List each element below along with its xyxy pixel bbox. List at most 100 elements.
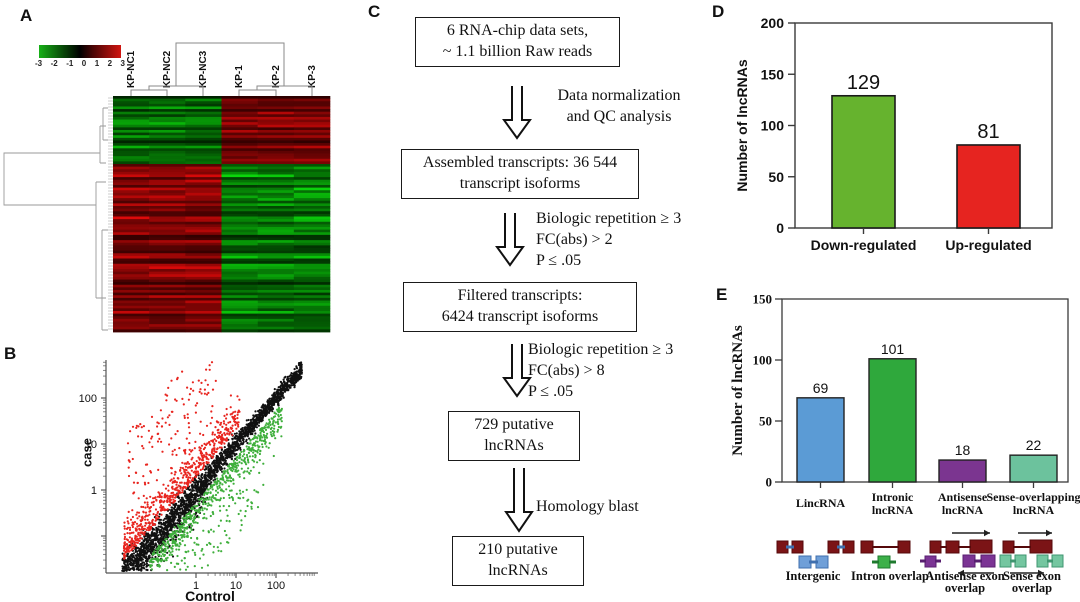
scatter-y-axis-label: case <box>79 438 95 467</box>
down-arrow-icon <box>502 344 532 398</box>
svg-text:0: 0 <box>776 220 784 236</box>
scatter-x-axis-label: Control <box>185 588 235 602</box>
svg-text:100: 100 <box>267 580 285 592</box>
flowchart-box-datasets: 6 RNA-chip data sets, ~ 1.1 billion Raw … <box>415 17 620 67</box>
bar-lncrna-class-1 <box>868 358 917 483</box>
svg-text:50: 50 <box>759 414 772 429</box>
svg-text:overlap: overlap <box>1012 581 1052 595</box>
svg-text:69: 69 <box>813 380 829 396</box>
flowchart-box-line: transcript isoforms <box>459 175 581 192</box>
svg-text:100: 100 <box>79 393 97 405</box>
flowchart-box-line: Filtered transcripts: <box>457 287 583 305</box>
svg-text:KP-3: KP-3 <box>307 65 318 88</box>
svg-text:81: 81 <box>977 121 999 143</box>
down-arrow-icon <box>495 213 525 267</box>
svg-text:100: 100 <box>753 353 773 368</box>
flowchart-box-729: 729 putative lncRNAs <box>448 411 580 461</box>
gene-structure-diagram-antisense <box>920 529 996 577</box>
bar-lncrna-class-0 <box>796 397 845 483</box>
flowchart-arrow-annotation: Homology blast <box>536 498 639 515</box>
down-arrow-icon <box>502 86 532 140</box>
bar-lncrna-class-3 <box>1009 454 1058 483</box>
flowchart-arrows <box>495 86 534 533</box>
flowchart-box-line: ~ 1.1 billion Raw reads <box>442 43 593 60</box>
svg-text:18: 18 <box>955 442 971 458</box>
svg-text:Number of lncRNAs: Number of lncRNAs <box>734 59 750 191</box>
down-arrow-icon <box>504 468 534 533</box>
flowchart-box-line: Assembled transcripts: 36 544 <box>422 154 618 172</box>
svg-text:1: 1 <box>91 485 97 497</box>
colorbar-tick-label: 3 <box>120 59 125 68</box>
svg-text:150: 150 <box>753 292 773 307</box>
svg-text:KP-1: KP-1 <box>234 65 245 88</box>
flowchart-box-filtered: Filtered transcripts: 6424 transcript is… <box>403 282 637 332</box>
flowchart-box-line: 729 putative <box>474 416 554 434</box>
svg-text:KP-NC1: KP-NC1 <box>126 50 137 88</box>
flowchart-arrow-annotation: Data normalization and QC analysis <box>557 87 681 126</box>
svg-text:lncRNA: lncRNA <box>872 503 914 517</box>
colorbar-tick-label: -1 <box>66 59 74 68</box>
gene-structure-diagram-sense <box>999 529 1064 577</box>
scatter-plot: 100 10 1 1 10 100 <box>79 360 318 592</box>
flowchart-box-line: lncRNAs <box>484 437 544 454</box>
panel-d-label: D <box>712 2 725 21</box>
bar-chart-lncrna-classes: 05010015069LincRNA101IntroniclncRNA18Ant… <box>730 292 1080 596</box>
svg-text:100: 100 <box>761 118 785 134</box>
svg-text:200: 200 <box>761 15 785 31</box>
column-dendrogram <box>130 42 313 96</box>
row-dendrogram <box>3 97 113 331</box>
svg-text:50: 50 <box>768 169 784 185</box>
svg-text:KP-NC2: KP-NC2 <box>162 50 173 88</box>
svg-text:Sense exon: Sense exon <box>1003 569 1061 583</box>
colorbar-tick-label: 0 <box>81 59 87 68</box>
bar-lncrna-class-2 <box>938 459 987 483</box>
flowchart-box-210: 210 putative lncRNAs <box>452 536 584 586</box>
svg-text:Intronic: Intronic <box>872 490 914 504</box>
svg-text:LincRNA: LincRNA <box>796 496 846 510</box>
svg-text:150: 150 <box>761 66 785 82</box>
svg-text:10: 10 <box>230 580 242 592</box>
svg-text:129: 129 <box>847 72 880 94</box>
colorbar-tick-label: -2 <box>50 59 58 68</box>
bar-up-regulated <box>956 144 1021 229</box>
colorbar-tick-label: 2 <box>107 59 113 68</box>
svg-text:Down-regulated: Down-regulated <box>811 237 917 253</box>
svg-text:Intergenic: Intergenic <box>786 569 841 583</box>
svg-text:KP-2: KP-2 <box>271 65 282 88</box>
svg-text:Number of lncRNAs: Number of lncRNAs <box>730 325 746 456</box>
svg-text:lncRNA: lncRNA <box>1013 503 1055 517</box>
flowchart-box-line: 210 putative <box>478 541 558 559</box>
svg-text:KP-NC3: KP-NC3 <box>198 50 209 88</box>
svg-text:Sense-overlapping: Sense-overlapping <box>986 490 1080 504</box>
colorbar-tick-label: 1 <box>94 59 100 68</box>
svg-text:Intron overlap: Intron overlap <box>851 569 929 583</box>
flowchart-box-line: 6 RNA-chip data sets, <box>446 22 589 40</box>
svg-text:Antisense exon: Antisense exon <box>925 569 1005 583</box>
panel-c-label: C <box>368 2 381 21</box>
bar-down-regulated <box>831 94 896 229</box>
flowchart-box-line: lncRNAs <box>488 562 548 579</box>
svg-text:overlap: overlap <box>945 581 985 595</box>
svg-text:1: 1 <box>193 580 199 592</box>
colorbar-tick-label: -3 <box>35 59 43 68</box>
panel-a-label: A <box>20 6 33 25</box>
svg-text:lncRNA: lncRNA <box>942 503 984 517</box>
svg-text:22: 22 <box>1026 437 1042 453</box>
flowchart-box-line: 6424 transcript isoforms <box>441 308 599 325</box>
svg-text:Antisense: Antisense <box>938 490 988 504</box>
flowchart-box-assembled: Assembled transcripts: 36 544 transcript… <box>401 149 639 199</box>
heatmap-panel: KP-NC1 KP-NC2 KP-NC3 KP-1 KP-2 KP-3 <box>3 42 331 333</box>
bar-chart-updown: 0 50 100 150 200 129 Down-regulated 81 Up-regula… <box>734 15 1053 253</box>
heatmap-colorbar <box>39 45 121 58</box>
svg-text:Up-regulated: Up-regulated <box>945 237 1031 253</box>
svg-text:0: 0 <box>766 475 773 490</box>
panel-e-label: E <box>716 285 728 304</box>
svg-text:10: 10 <box>85 439 97 451</box>
svg-text:101: 101 <box>881 341 905 357</box>
gene-structure-diagram-intron-overlap <box>860 540 911 569</box>
gene-structure-diagram-intergenic <box>776 540 855 569</box>
colorbar-tick-labels: -3 -2 -1 0 1 2 3 <box>35 59 125 68</box>
